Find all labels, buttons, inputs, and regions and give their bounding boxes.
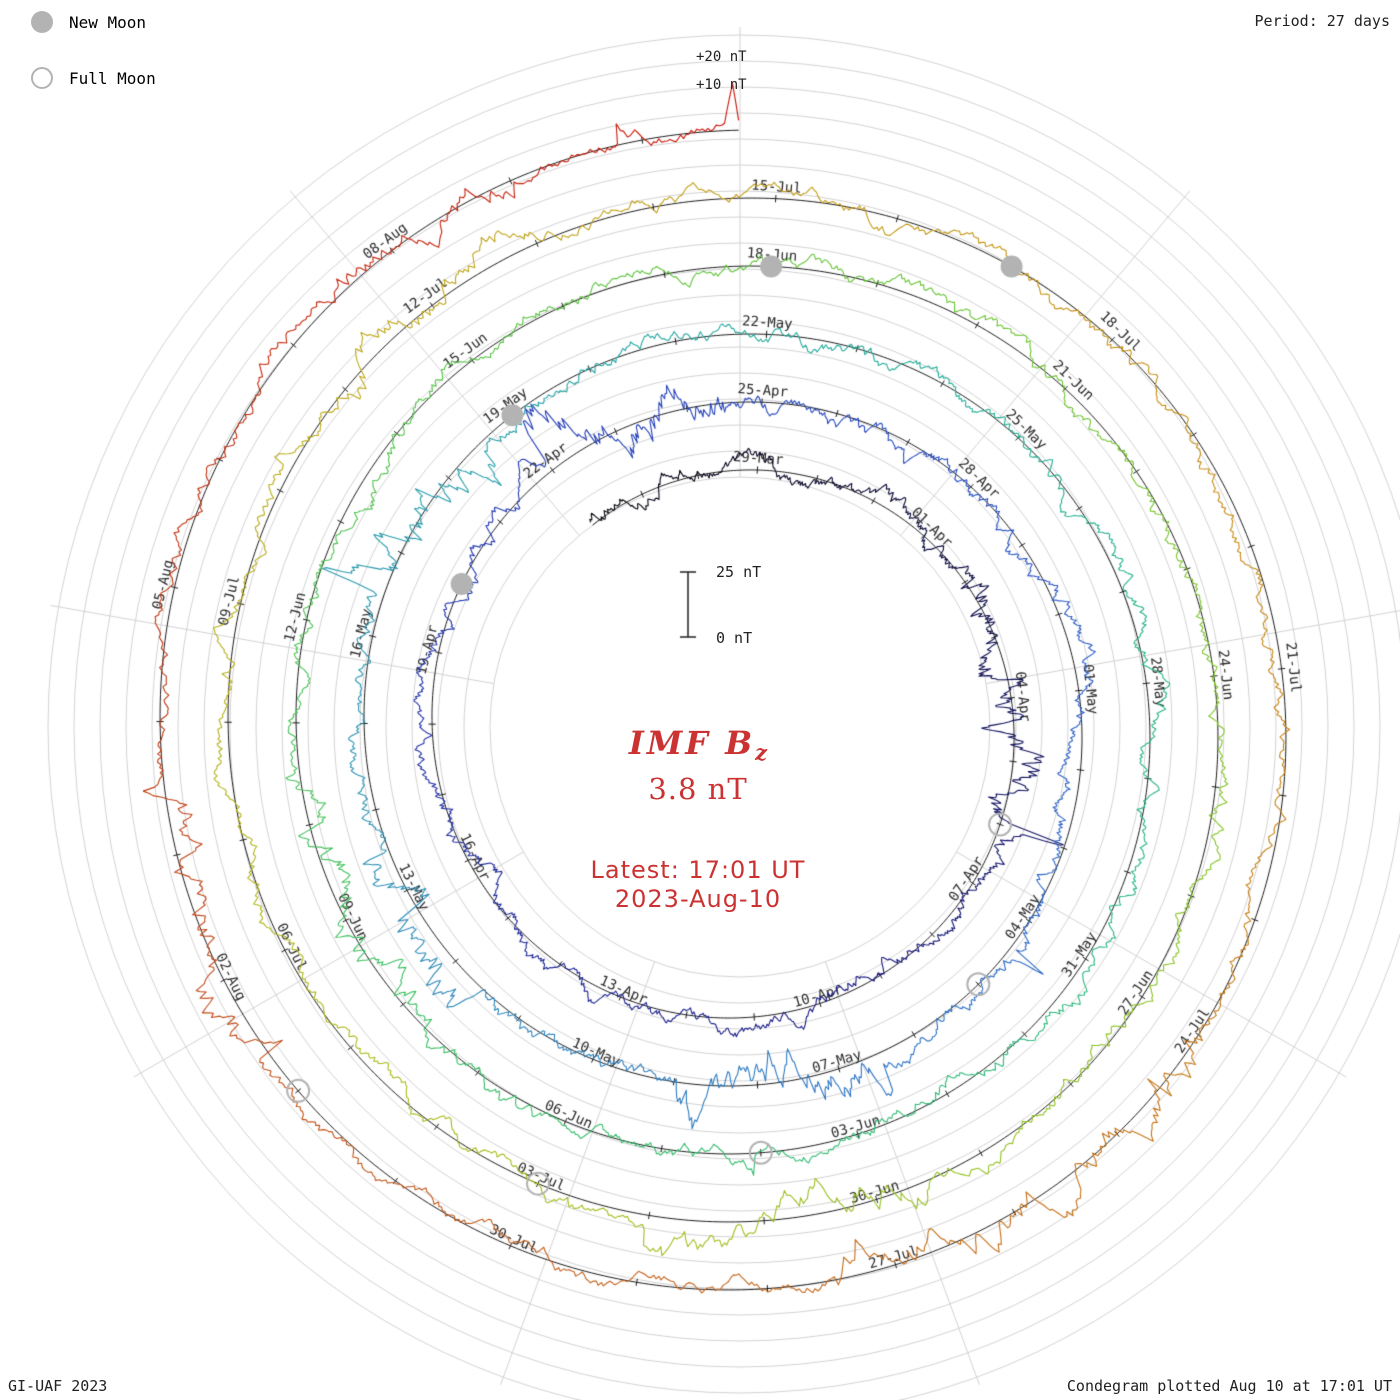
full-moon-icon [31,67,53,89]
latest-time-line: Latest: 17:01 UT [590,856,806,884]
plus10-label: +10 nT [696,77,747,93]
scale-top-label: 25 nT [716,563,762,581]
latest-value: 3.8 nT [648,772,748,806]
credit-label: GI-UAF 2023 [8,1377,108,1395]
full-moon-legend-label: Full Moon [69,68,156,88]
new-moon-icon [31,11,53,33]
plus20-label: +20 nT [696,49,747,65]
chart-title: IMF Bz [448,724,948,765]
chart-title-text: IMF B [628,724,756,762]
latest-date-line: 2023-Aug-10 [614,885,782,913]
legend-full-moon: Full Moon [31,67,156,89]
new-moon-legend-label: New Moon [69,12,147,32]
chart-title-subscript: z [755,740,768,765]
period-label: Period: 27 days [1254,12,1390,30]
legend-new-moon: New Moon [31,11,146,33]
scale-bottom-label: 0 nT [716,629,753,647]
plotted-label: Condegram plotted Aug 10 at 17:01 UT [1066,1377,1392,1395]
